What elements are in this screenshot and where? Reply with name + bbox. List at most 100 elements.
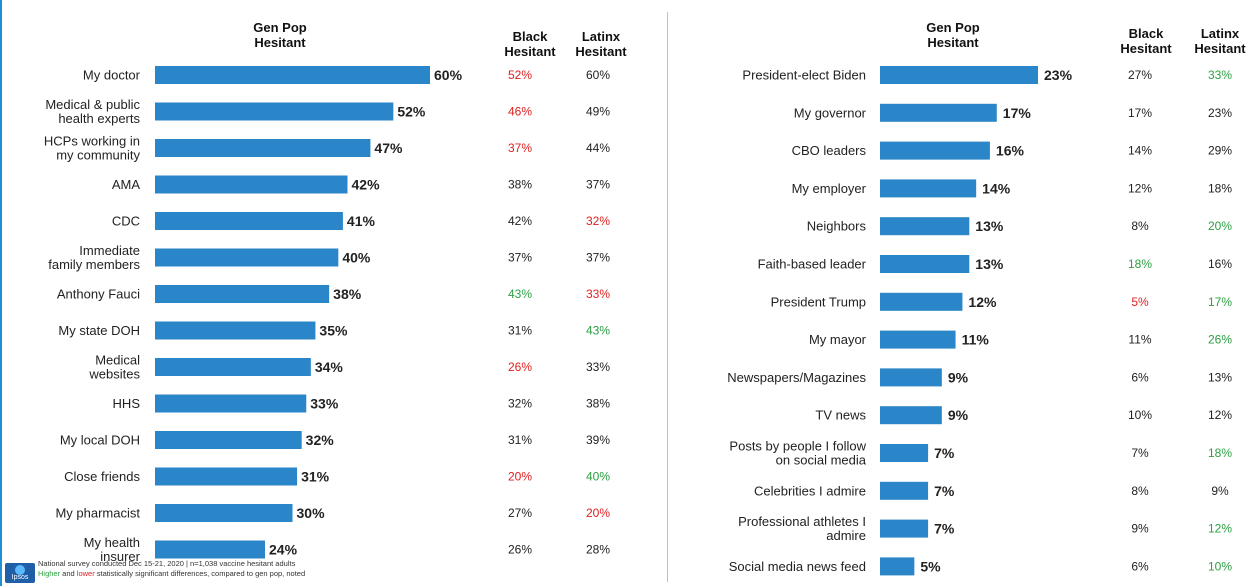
left-category-label-line: HHS: [113, 396, 141, 411]
left-category-label-line: websites: [88, 367, 140, 382]
left-latinx-hesitant-value: 49%: [586, 105, 610, 119]
right-category-label: TV news: [815, 408, 866, 423]
left-latinx-hesitant-value: 37%: [586, 251, 610, 265]
right-bar-value-label: 13%: [975, 218, 1004, 234]
right-category-label-line: on social media: [776, 453, 867, 468]
left-header-black-line2: Hesitant: [504, 44, 556, 59]
left-category-label-line: CDC: [112, 214, 140, 229]
right-category-label: Neighbors: [807, 219, 867, 234]
right-category-label-line: TV news: [815, 408, 866, 423]
left-latinx-hesitant-value: 37%: [586, 178, 610, 192]
right-latinx-hesitant-value: 23%: [1208, 106, 1232, 120]
left-bar-value-label: 31%: [301, 469, 330, 485]
left-category-label-line: My health: [84, 535, 140, 550]
right-header-black: Black Hesitant: [1110, 26, 1182, 56]
left-category-label: HHS: [113, 396, 141, 411]
left-category-label: Close friends: [64, 469, 140, 484]
left-category-label: My doctor: [83, 68, 141, 83]
right-category-label-line: My governor: [794, 105, 867, 120]
left-latinx-hesitant-value: 32%: [586, 214, 610, 228]
left-category-label: Medical & public health experts: [45, 97, 140, 126]
right-category-label: Posts by people I follow on social media: [729, 439, 866, 468]
right-bar: [880, 481, 929, 500]
right-bar: [880, 519, 929, 538]
left-category-label-line: My local DOH: [60, 433, 140, 448]
left-category-label: My pharmacist: [55, 506, 140, 521]
left-bar-value-label: 42%: [352, 177, 381, 193]
right-category-label-line: My mayor: [809, 332, 867, 347]
left-bar-value-label: 47%: [374, 140, 403, 156]
right-latinx-hesitant-value: 20%: [1208, 219, 1232, 233]
left-bar-chart: My doctor 60% 52% 60% Medical & public health…: [44, 66, 610, 564]
right-category-label-line: Social media news feed: [729, 559, 866, 574]
left-latinx-hesitant-value: 60%: [586, 68, 610, 82]
right-bar-chart: President-elect Biden 23% 27% 33% My governo…: [727, 66, 1232, 576]
left-bar: [155, 431, 302, 449]
left-category-label-line: Anthony Fauci: [57, 287, 140, 302]
footnote-higher: Higher: [38, 569, 61, 578]
left-category-label: CDC: [112, 214, 140, 229]
left-category-label-line: health experts: [58, 111, 140, 126]
left-category-label: HCPs working in my community: [44, 134, 141, 163]
left-bar-value-label: 40%: [342, 250, 371, 266]
right-latinx-hesitant-value: 16%: [1208, 257, 1232, 271]
left-category-label: My local DOH: [60, 433, 140, 448]
right-category-label: President-elect Biden: [742, 68, 866, 83]
right-bar: [880, 217, 970, 236]
left-bar: [155, 175, 348, 194]
footnote: National survey conducted Dec 15-21, 202…: [38, 559, 305, 579]
right-category-label: My employer: [792, 181, 867, 196]
right-black-hesitant-value: 14%: [1128, 144, 1152, 158]
left-category-label-line: family members: [48, 257, 140, 272]
left-black-hesitant-value: 27%: [508, 506, 532, 520]
right-category-label: Social media news feed: [729, 559, 866, 574]
left-black-hesitant-value: 32%: [508, 397, 532, 411]
left-category-label-line: Close friends: [64, 469, 140, 484]
right-bar-value-label: 9%: [948, 407, 969, 423]
right-bar-value-label: 17%: [1003, 105, 1032, 121]
right-header-genpop-line2: Hesitant: [927, 35, 979, 50]
right-bar: [880, 292, 963, 311]
right-black-hesitant-value: 9%: [1131, 522, 1149, 536]
right-category-label-line: Posts by people I follow: [729, 439, 866, 454]
right-category-label-line: Newspapers/Magazines: [727, 370, 866, 385]
left-header-latinx-line1: Latinx: [581, 29, 621, 44]
left-category-label: Anthony Fauci: [57, 287, 140, 302]
right-latinx-hesitant-value: 12%: [1208, 408, 1232, 422]
right-bar-value-label: 7%: [934, 483, 955, 499]
left-category-label: My state DOH: [58, 323, 140, 338]
right-bar: [880, 557, 915, 576]
right-category-label: My governor: [794, 105, 867, 120]
left-black-hesitant-value: 42%: [508, 214, 532, 228]
right-category-label-line: Professional athletes I: [738, 514, 866, 529]
left-category-label-line: insurer: [100, 549, 140, 564]
left-category-label: Medical websites: [88, 353, 140, 382]
right-black-hesitant-value: 8%: [1131, 219, 1149, 233]
left-latinx-hesitant-value: 43%: [586, 324, 610, 338]
right-bar: [880, 179, 977, 198]
right-bar-value-label: 14%: [982, 180, 1011, 196]
left-bar-value-label: 30%: [297, 505, 326, 521]
right-bar-value-label: 12%: [968, 294, 997, 310]
left-bar: [155, 540, 265, 559]
left-category-label: AMA: [112, 177, 141, 192]
left-bar-value-label: 52%: [397, 104, 426, 120]
right-bar-value-label: 11%: [962, 332, 990, 348]
right-bar-value-label: 5%: [920, 558, 941, 574]
left-bar: [155, 285, 330, 303]
right-black-hesitant-value: 11%: [1128, 333, 1151, 347]
right-category-label-line: Neighbors: [807, 219, 867, 234]
panel-divider: [667, 12, 668, 582]
left-black-hesitant-value: 31%: [508, 433, 532, 447]
left-bar: [155, 212, 343, 230]
right-bar: [880, 406, 942, 425]
left-black-hesitant-value: 26%: [508, 360, 532, 374]
left-bar-value-label: 32%: [306, 432, 335, 448]
left-category-label-line: my community: [56, 148, 140, 163]
right-category-label-line: Faith-based leader: [758, 257, 867, 272]
right-bar: [880, 444, 929, 462]
right-latinx-hesitant-value: 12%: [1208, 522, 1232, 536]
right-latinx-hesitant-value: 9%: [1211, 484, 1229, 498]
